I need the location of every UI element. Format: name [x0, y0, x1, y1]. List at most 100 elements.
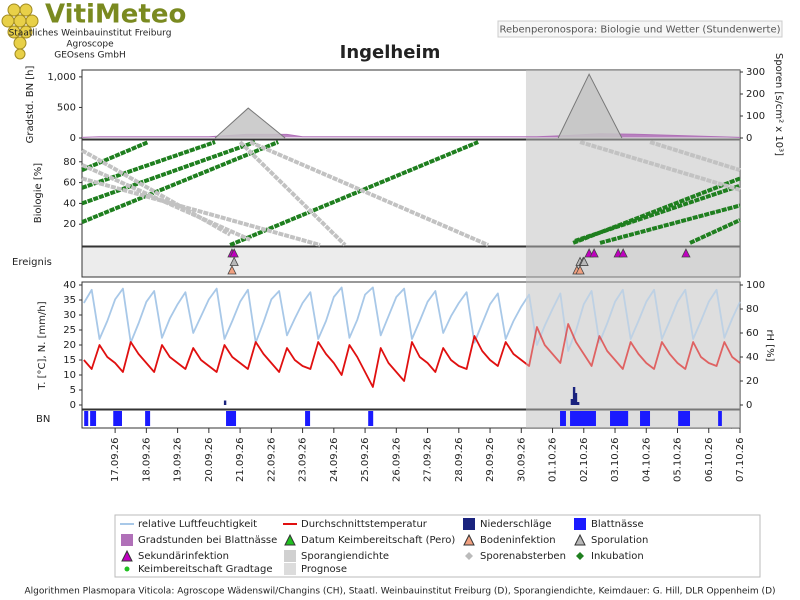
y-axis-label: Gradstd. BN [h] — [25, 65, 36, 143]
biology-line — [579, 140, 741, 192]
leaf-wetness-bar — [90, 411, 97, 426]
x-tick-label: 04.10.26 — [641, 437, 652, 482]
leaf-wetness-bar — [368, 411, 374, 426]
y2-axis-label: rH [%] — [764, 329, 775, 361]
event-marker — [229, 256, 239, 266]
x-tick-label: 19.09.26 — [173, 437, 184, 482]
leaf-wetness-bar — [305, 411, 311, 426]
biology-line — [238, 140, 347, 247]
y-axis-label: Biologie [%] — [33, 163, 44, 224]
legend-label: Keimbereitschaft Gradtage — [138, 564, 272, 575]
legend-label: Sekundärinfektion — [138, 551, 229, 562]
legend-label: Niederschläge — [480, 519, 551, 530]
y-tick-label: 0 — [70, 133, 76, 144]
legend-swatch — [576, 552, 584, 560]
y-tick-label: 500 — [57, 102, 76, 113]
legend-swatch — [284, 533, 296, 546]
y2-tick-label: 0 — [746, 133, 752, 144]
subtitle-box — [497, 20, 783, 38]
event-marker — [227, 265, 237, 275]
y2-tick-label: 40 — [746, 352, 759, 363]
biology-line — [81, 140, 256, 206]
leaf-wetness-bar — [226, 411, 237, 426]
y2-tick-label: 60 — [746, 328, 759, 339]
leaf-wetness-bar — [113, 411, 122, 426]
event-marker — [579, 256, 589, 266]
legend-label: Sporulation — [591, 535, 648, 546]
x-tick-label: 02.10.26 — [579, 437, 590, 482]
y-tick-label: 40 — [63, 198, 76, 209]
y-tick-label: 20 — [63, 219, 76, 230]
x-tick-label: 03.10.26 — [610, 437, 621, 482]
weather-line — [83, 323, 741, 388]
biology-line — [81, 140, 216, 190]
leaf-wetness-bar — [640, 411, 651, 426]
y-tick-label: 5 — [70, 385, 76, 396]
biology-line — [81, 176, 321, 247]
y-tick-label: 30 — [63, 310, 76, 321]
x-tick-label: 22.09.26 — [266, 437, 277, 482]
biology-line — [249, 140, 489, 247]
logo-line: Agroscope — [66, 40, 114, 50]
leaf-wetness-bar — [718, 411, 722, 426]
x-tick-label: 29.09.26 — [485, 437, 496, 482]
x-tick-label: 20.09.26 — [204, 437, 215, 482]
legend-swatch — [465, 552, 473, 560]
legend-swatch — [574, 533, 586, 546]
legend-swatch — [121, 549, 133, 562]
legend-label: Blattnässe — [591, 519, 644, 530]
x-tick-label: 25.09.26 — [360, 437, 371, 482]
y-tick-label: 25 — [63, 325, 76, 336]
biology-line — [574, 183, 741, 243]
x-tick-label: 23.09.26 — [298, 437, 309, 482]
y-tick-label: 60 — [63, 178, 76, 189]
biology-line — [81, 140, 279, 224]
precip-bar — [576, 402, 580, 405]
biology-line — [649, 140, 741, 173]
y2-tick-label: 200 — [746, 89, 765, 100]
biology-line — [689, 218, 741, 245]
y-tick-label: 1,000 — [47, 72, 76, 83]
precip-bar — [570, 399, 574, 405]
y-axis-label: T. [°C], N. [mm/h] — [37, 301, 48, 390]
x-tick-label: 30.09.26 — [516, 437, 527, 482]
weather-line — [83, 286, 741, 352]
y-tick-label: 10 — [63, 370, 76, 381]
y-tick-label: 15 — [63, 355, 76, 366]
y-tick-label: 20 — [63, 340, 76, 351]
logo-title: VitiMeteo — [45, 0, 186, 30]
legend-swatch — [284, 550, 296, 562]
legend-label: Sporangiendichte — [301, 551, 389, 562]
y2-tick-label: 300 — [746, 67, 765, 78]
y-axis-label: BN — [36, 414, 50, 425]
y-tick-label: 80 — [63, 157, 76, 168]
x-tick-label: 05.10.26 — [673, 437, 684, 482]
x-tick-label: 01.10.26 — [548, 437, 559, 482]
y2-axis-label: Sporen [s/cm² x 10³] — [773, 53, 784, 156]
precip-bar — [223, 400, 227, 405]
y2-tick-label: 80 — [746, 304, 759, 315]
x-tick-label: 26.09.26 — [391, 437, 402, 482]
legend-swatch — [574, 518, 586, 530]
area — [557, 73, 623, 139]
legend-label: Bodeninfektion — [480, 535, 556, 546]
prognose-area — [525, 70, 740, 428]
biology-line — [599, 203, 741, 245]
logo-line: Staatliches Weinbauinstitut Freiburg — [9, 29, 172, 39]
x-tick-label: 06.10.26 — [704, 437, 715, 482]
logo-grapes — [1, 3, 39, 60]
x-tick-label: 21.09.26 — [235, 437, 246, 482]
logo-line: GEOsens GmbH — [54, 51, 125, 61]
legend-swatch — [121, 534, 133, 546]
legend-label: Sporenabsterben — [480, 551, 566, 562]
legend-label: Datum Keimbereitschaft (Pero) — [301, 535, 455, 546]
leaf-wetness-bar — [560, 411, 566, 426]
legend-swatch — [463, 518, 475, 530]
event-marker — [589, 248, 599, 258]
precip-bar — [574, 393, 578, 405]
legend-label: Durchschnittstemperatur — [301, 519, 428, 530]
y2-tick-label: 100 — [746, 111, 765, 122]
legend-box — [114, 514, 761, 578]
y-tick-label: 0 — [70, 400, 76, 411]
